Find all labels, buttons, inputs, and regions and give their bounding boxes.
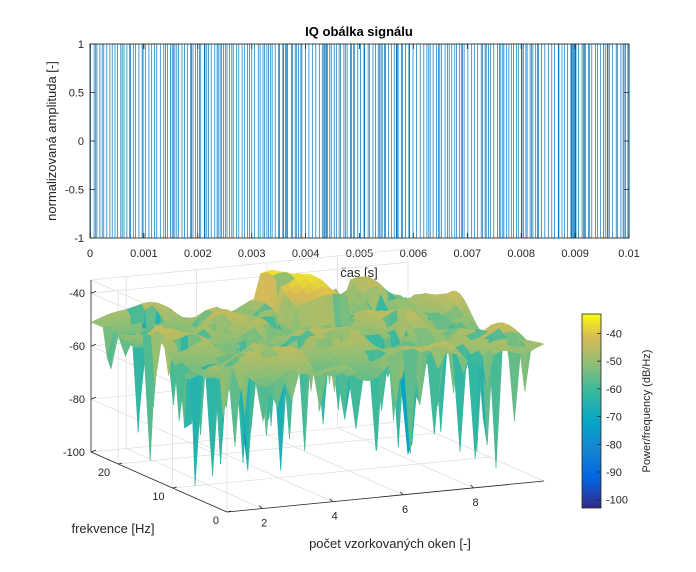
back-grid-line — [90, 261, 409, 294]
colorbar: -40 -50 -60 -70 -80 -90 -100 Power/frequency (… — [581, 313, 653, 509]
chart-title: IQ obálka signálu — [305, 24, 413, 39]
signal-series — [90, 43, 630, 239]
x-axis-ticks: 0 0.001 0.002 0.003 0.004 0.005 0.006 0.007 0.00… — [87, 44, 640, 260]
y3d-tick-mark — [118, 462, 123, 465]
x3d-tick-mark — [329, 498, 333, 502]
floor-grid-line — [118, 432, 436, 465]
x3d-tick-mark — [258, 505, 263, 509]
y3d-tick-mark — [172, 486, 177, 489]
colorbar-tick-label: -60 — [606, 384, 622, 396]
z-tick-label: -60 — [69, 341, 85, 353]
floor-grid-line — [337, 427, 474, 489]
x-tick-label: 0 — [87, 248, 93, 260]
floor-grid-line — [266, 434, 404, 496]
y-axis-ticks: -1 -0.5 0 0.5 1 — [65, 39, 629, 245]
floor-grid-line — [196, 441, 333, 502]
z-tick-mark — [90, 290, 97, 294]
y-axis-label-3d: frekvence [Hz] — [71, 521, 154, 536]
z-tick-label: -80 — [69, 394, 85, 406]
y-axis-ticks-3d: 0 10 20 — [98, 462, 232, 527]
z-tick-mark — [90, 396, 97, 400]
y-tick-label: 0 — [78, 136, 84, 148]
colorbar-tick-label: -70 — [606, 412, 622, 424]
z-tick-mark — [90, 343, 97, 347]
colorbar-gradient — [581, 313, 602, 509]
colorbar-tick-label: -90 — [606, 467, 622, 479]
y3d-tick-label: 0 — [213, 515, 219, 527]
z-tick-label: -100 — [63, 447, 85, 459]
x3d-tick-mark — [399, 491, 404, 496]
x-tick-label: 0.004 — [292, 248, 320, 260]
y-tick-label: 1 — [78, 39, 84, 51]
x-tick-label: 0.007 — [454, 248, 482, 260]
x-tick-label: 0.008 — [507, 248, 535, 260]
y-tick-label: -0.5 — [65, 185, 84, 197]
y-tick-label: -1 — [74, 233, 84, 245]
z-tick-mark — [90, 449, 97, 453]
surface — [90, 269, 545, 486]
side-grid-line — [90, 398, 228, 460]
colorbar-ticks: -40 -50 -60 -70 -80 -90 -100 — [597, 328, 628, 507]
x-axis-label: čas [s] — [340, 265, 378, 280]
y3d-tick-label: 10 — [152, 491, 164, 503]
colorbar-tick-label: -40 — [606, 328, 622, 340]
wall-edge — [407, 420, 545, 482]
y-axis-line — [90, 451, 228, 513]
x3d-tick-mark — [470, 484, 474, 489]
x-axis-line — [226, 480, 545, 513]
x-tick-label: 0.003 — [238, 248, 266, 260]
y3d-tick-mark — [226, 510, 232, 513]
signal-line — [90, 43, 630, 239]
x3d-tick-label: 4 — [332, 511, 338, 523]
x-tick-label: 0.009 — [561, 248, 589, 260]
iq-envelope-chart: IQ obálka signálu 0 0.001 0.002 0.003 0.004 0… — [44, 24, 640, 280]
surface-patch — [532, 342, 545, 348]
axes-lines — [90, 280, 545, 513]
colorbar-tick-label: -100 — [606, 495, 628, 507]
colorbar-tick-label: -50 — [606, 356, 622, 368]
y-axis-label: normalizovaná amplituda [-] — [44, 61, 59, 221]
floor-grid-line — [126, 448, 263, 509]
colorbar-label: Power/frequency (dB/Hz) — [641, 350, 653, 473]
x-tick-label: 0.01 — [618, 248, 639, 260]
wall-edge — [90, 248, 409, 281]
x-axis-ticks-3d: 2 4 6 8 — [258, 484, 479, 530]
z-tick-label: -40 — [69, 288, 85, 300]
y3d-tick-label: 20 — [98, 467, 110, 479]
x3d-tick-label: 2 — [261, 518, 267, 530]
x3d-tick-label: 6 — [402, 504, 408, 516]
x-axis-label-3d: počet vzorkovaných oken [-] — [309, 536, 471, 551]
x-tick-label: 0.006 — [400, 248, 428, 260]
z-axis-ticks: -100 -80 -60 -40 — [63, 288, 97, 459]
floor-grid-line — [172, 456, 490, 489]
x-tick-label: 0.002 — [184, 248, 212, 260]
colorbar-tick-label: -80 — [606, 439, 622, 451]
x-tick-label: 0.001 — [130, 248, 158, 260]
x3d-tick-label: 8 — [472, 497, 478, 509]
y-tick-label: 0.5 — [69, 88, 84, 100]
spectrogram-3d-chart: -100 -80 -60 -40 2 4 6 8 0 10 20 počet vzorkovan… — [63, 248, 545, 551]
